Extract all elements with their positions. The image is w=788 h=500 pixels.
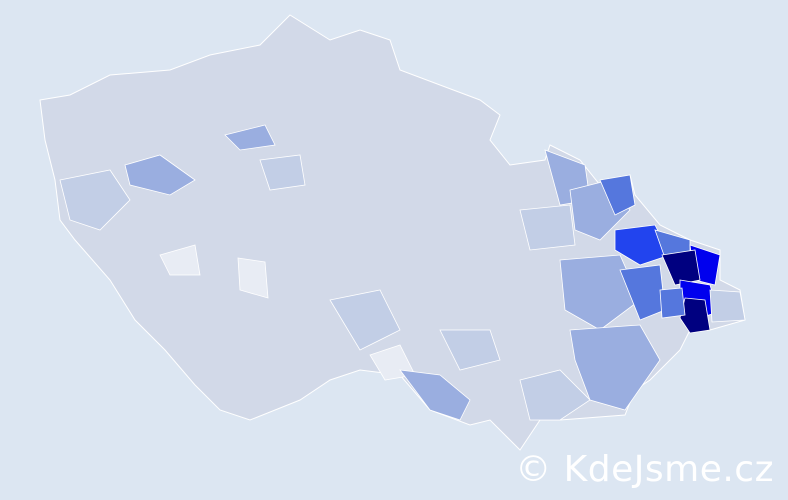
district-region <box>224 124 276 151</box>
district-region <box>439 329 501 371</box>
district-region <box>614 224 671 266</box>
district-region <box>329 289 401 351</box>
district-region <box>599 174 636 216</box>
district-region <box>124 154 196 196</box>
district-region <box>661 249 701 286</box>
district-region <box>519 204 576 251</box>
district-region <box>519 369 591 421</box>
district-region <box>709 289 746 323</box>
district-region <box>237 257 269 299</box>
district-region <box>259 154 306 191</box>
district-region <box>399 369 471 421</box>
district-region <box>569 324 661 411</box>
district-region <box>59 169 131 231</box>
district-region <box>659 287 686 319</box>
district-region <box>159 244 201 276</box>
watermark: © KdeJsme.cz <box>515 449 774 490</box>
district-region <box>559 254 641 331</box>
